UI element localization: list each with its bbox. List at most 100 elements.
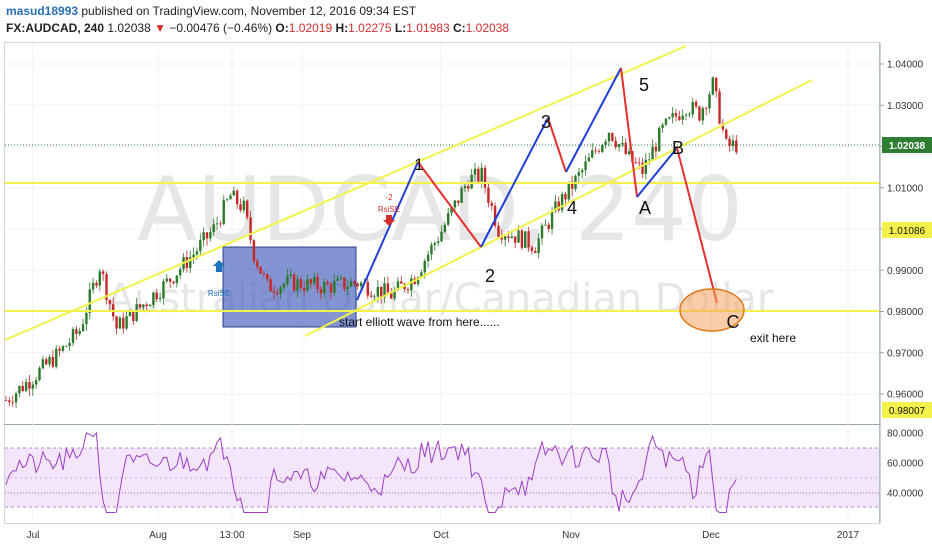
candle-body <box>507 236 510 238</box>
candle-body <box>497 225 500 237</box>
published-text: published on TradingView.com, November 1… <box>78 4 417 18</box>
candle-body <box>634 162 637 164</box>
candle-body <box>537 238 540 254</box>
candle-body <box>564 194 567 200</box>
candle-body <box>581 170 584 173</box>
wave-c-leg[interactable] <box>676 147 718 304</box>
candle-body <box>366 282 369 296</box>
candle-body <box>215 223 219 225</box>
candle-body <box>272 291 276 293</box>
price-tick-label: 0.98000 <box>887 307 924 318</box>
last-price-label: 1.02038 <box>889 141 926 152</box>
candle-body <box>313 276 316 284</box>
wave-b-leg[interactable] <box>636 147 678 198</box>
candle-body <box>286 276 289 284</box>
candle-body <box>617 144 621 148</box>
time-tick-label: Jul <box>27 530 40 541</box>
wave-5-leg[interactable] <box>565 67 622 173</box>
candle-body <box>534 250 537 254</box>
candle-body <box>396 281 400 290</box>
candle-body <box>711 77 715 95</box>
candle-body <box>658 127 661 152</box>
candle-body <box>262 273 266 275</box>
username[interactable]: masud18993 <box>6 4 79 18</box>
candle-body <box>674 112 678 117</box>
candle-body <box>735 140 738 153</box>
candle-body <box>189 257 192 269</box>
candle-body <box>266 274 269 280</box>
consolidation-box[interactable] <box>222 246 357 328</box>
lower-channel-line[interactable] <box>304 79 813 337</box>
signal-label-red: RsiSE <box>378 205 400 214</box>
candle-body <box>162 281 165 298</box>
candle-body <box>108 300 112 305</box>
candle-body <box>31 384 34 389</box>
candle-body <box>165 278 168 282</box>
candle-body <box>470 174 473 189</box>
candle-body <box>296 279 299 291</box>
candle-body <box>359 282 363 287</box>
publisher-line: masud18993 published on TradingView.com,… <box>6 4 416 18</box>
wave-1-leg[interactable] <box>356 161 419 301</box>
candle-body <box>232 190 235 196</box>
buy-arrow-icon[interactable] <box>213 260 225 272</box>
candle-body <box>604 141 607 146</box>
candle-body <box>68 343 71 347</box>
wave-4-leg[interactable] <box>547 117 567 173</box>
candle-body <box>400 281 403 284</box>
candle-body <box>480 167 483 182</box>
time-tick-label: Aug <box>149 530 167 541</box>
candle-body <box>202 232 205 241</box>
candle-body <box>607 132 611 142</box>
candle-body <box>329 284 333 293</box>
price-labels: 1.02038 1.01086 0.98007 <box>882 137 932 418</box>
candle-body <box>457 200 460 203</box>
candle-body <box>490 202 493 206</box>
candle-body <box>691 101 694 115</box>
candle-body <box>500 236 503 240</box>
candle-body <box>567 181 570 200</box>
price-tick-label: 0.97000 <box>887 348 924 359</box>
candle-body <box>641 162 644 174</box>
candle-body <box>309 279 313 284</box>
wave-2-leg[interactable] <box>417 161 482 248</box>
time-axis[interactable]: Jul Aug 13:00 Sep Oct Nov Dec 2017 <box>27 530 860 541</box>
candle-body <box>664 118 668 125</box>
candle-body <box>323 282 326 294</box>
wave-a-leg[interactable] <box>620 67 638 198</box>
wave-label-5: 5 <box>639 75 649 95</box>
rsi-axis[interactable]: 80.0000 60.0000 40.0000 <box>887 429 924 500</box>
candle-body <box>731 140 735 146</box>
candle-body <box>65 346 68 347</box>
wave-label-2: 2 <box>485 266 495 286</box>
price-change: −0.00476 (−0.46%) <box>169 21 273 35</box>
candle-body <box>544 224 547 226</box>
sell-arrow-icon[interactable] <box>383 215 395 226</box>
target-ellipse[interactable] <box>679 288 745 332</box>
candle-body <box>704 108 708 109</box>
candle-body <box>81 324 85 331</box>
candle-body <box>279 287 282 294</box>
upper-channel-line[interactable] <box>4 45 687 341</box>
candle-body <box>125 316 128 329</box>
candle-body <box>205 232 209 239</box>
candle-body <box>483 167 487 188</box>
candle-body <box>319 288 323 294</box>
candle-body <box>624 142 627 155</box>
elliott-wave[interactable] <box>356 67 718 304</box>
price-axis[interactable]: 1.040001.030001.020001.010001.000000.990… <box>879 43 924 523</box>
signal-label-blue: RsiSE <box>208 289 230 298</box>
candle-body <box>453 200 457 208</box>
candle-body <box>132 310 135 322</box>
time-tick-label: 2017 <box>837 530 860 541</box>
level-label-bg-1 <box>882 222 932 238</box>
candle-body <box>45 359 48 365</box>
candle-body <box>8 400 11 403</box>
candle-body <box>684 114 688 116</box>
wave-3-leg[interactable] <box>480 117 549 248</box>
candle-body <box>339 277 343 279</box>
candle-body <box>333 280 336 293</box>
level-label-bg-2 <box>882 402 932 418</box>
candle-body <box>152 292 155 305</box>
